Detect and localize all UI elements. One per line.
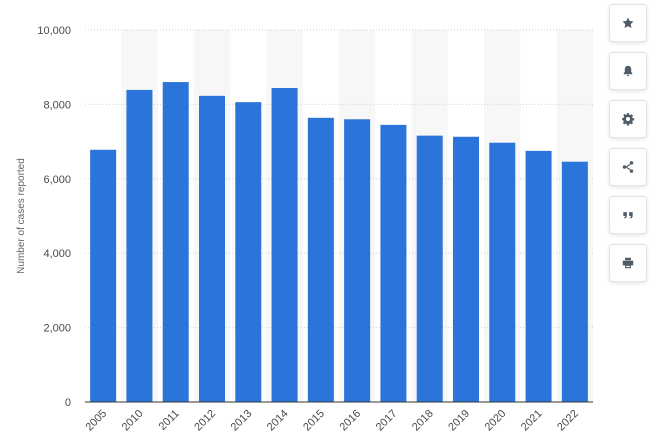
bar[interactable] [453,136,479,402]
x-tick-labels: 2005 2010 2011 2012 2013 2014 2015 2016 2017 2018… [83,408,581,434]
settings-button[interactable] [609,100,647,138]
gear-icon [622,113,635,126]
x-tick-label: 2018 [410,408,436,434]
cite-button[interactable] [609,196,647,234]
bar[interactable] [307,117,334,403]
bar[interactable] [162,82,189,402]
favorite-button[interactable] [609,4,647,42]
bar-chart: 0 2,000 4,000 6,000 8,000 10,000 2005 2010 2011… [16,25,593,434]
quote-icon [623,212,633,219]
bar[interactable] [271,88,298,403]
bar[interactable] [416,135,443,402]
x-tick-label: 2010 [120,408,146,434]
bar[interactable] [525,150,552,402]
bell-icon [623,65,633,77]
y-axis-title: Number of cases reported [16,158,27,274]
bar[interactable] [380,124,407,403]
y-tick-labels: 0 2,000 4,000 6,000 8,000 10,000 [37,25,71,409]
x-tick-label: 2021 [519,408,545,434]
x-tick-label: 2013 [229,408,255,434]
notification-button[interactable] [609,52,647,90]
bar-series [90,82,588,403]
y-tick-label: 10,000 [37,25,71,37]
bar[interactable] [344,119,371,402]
y-tick-label: 0 [65,397,71,409]
star-icon [622,17,634,29]
x-tick-label: 2012 [192,408,218,434]
x-tick-label: 2015 [301,408,327,434]
x-tick-label: 2019 [446,408,472,434]
x-tick-label: 2022 [555,408,581,434]
x-tick-label: 2017 [374,408,400,434]
print-icon [622,257,634,269]
bar[interactable] [90,149,117,402]
x-tick-label: 2011 [157,408,182,433]
y-tick-label: 4,000 [43,248,71,260]
x-tick-label: 2016 [337,408,363,434]
print-button[interactable] [609,244,647,282]
share-icon [622,161,634,173]
x-tick-label: 2014 [265,408,291,434]
x-tick-label: 2005 [83,408,109,434]
x-tick-label: 2020 [483,408,509,434]
bar[interactable] [235,102,262,402]
bar[interactable] [126,89,153,402]
share-button[interactable] [609,148,647,186]
chart-toolbar [609,4,647,292]
y-tick-label: 8,000 [43,99,71,111]
bar[interactable] [199,95,225,403]
y-tick-label: 2,000 [43,323,71,335]
bar[interactable] [489,142,516,402]
y-tick-label: 6,000 [43,174,71,186]
bar[interactable] [561,161,588,402]
